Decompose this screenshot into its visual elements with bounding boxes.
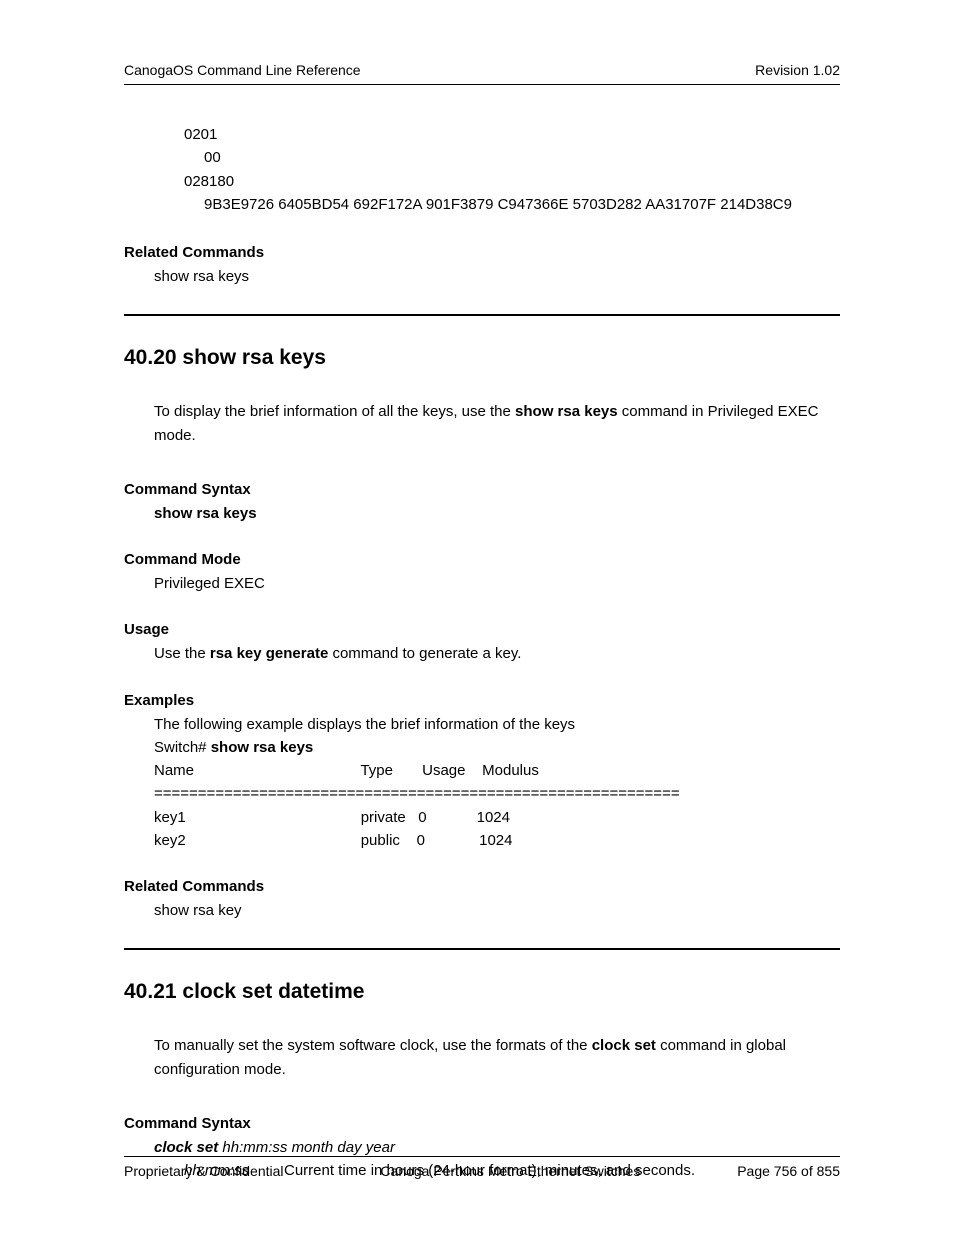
command-syntax-body: show rsa keys: [154, 502, 840, 525]
intro-text: To manually set the system software cloc…: [154, 1037, 592, 1054]
code-line: 0201: [184, 123, 840, 146]
intro-bold: show rsa keys: [515, 403, 618, 420]
page-footer: Proprietary & Confidential Canoga Pertki…: [124, 1163, 840, 1179]
table-row: key2 public 0 1024: [154, 829, 840, 852]
command-mode-body: Privileged EXEC: [154, 572, 840, 595]
usage-text: Use the: [154, 645, 210, 662]
footer-rule: [124, 1156, 840, 1157]
command-syntax-label: Command Syntax: [124, 1115, 840, 1132]
section-heading: 40.20 show rsa keys: [124, 346, 840, 370]
section-intro: To display the brief information of all …: [154, 400, 840, 447]
command-mode-label: Command Mode: [124, 551, 840, 568]
intro-text: To display the brief information of all …: [154, 403, 515, 420]
intro-bold: clock set: [592, 1037, 656, 1054]
code-line: 9B3E9726 6405BD54 692F172A 901F3879 C947…: [204, 193, 840, 216]
table-row: key1 private 0 1024: [154, 806, 840, 829]
related-commands-label: Related Commands: [124, 878, 840, 895]
related-commands-label: Related Commands: [124, 244, 840, 261]
related-commands-body: show rsa keys: [154, 265, 840, 288]
usage-body: Use the rsa key generate command to gene…: [154, 642, 840, 665]
switch-cmd: show rsa keys: [211, 739, 314, 756]
header-right: Revision 1.02: [755, 62, 840, 78]
footer-center: Canoga Pertkins Metro Ethernet Switches: [380, 1163, 640, 1179]
switch-line: Switch# show rsa keys: [154, 736, 840, 759]
header-left: CanogaOS Command Line Reference: [124, 62, 361, 78]
examples-intro: The following example displays the brief…: [154, 713, 840, 736]
page-header: CanogaOS Command Line Reference Revision…: [124, 62, 840, 85]
switch-prompt: Switch#: [154, 739, 211, 756]
code-block: 0201 00 028180 9B3E9726 6405BD54 692F172…: [184, 123, 840, 216]
code-line: 028180: [184, 170, 840, 193]
section-divider: [124, 948, 840, 950]
syntax-bold: clock set: [154, 1139, 218, 1156]
section-heading: 40.21 clock set datetime: [124, 980, 840, 1004]
section-divider: [124, 314, 840, 316]
syntax-ital: hh:mm:ss month day year: [218, 1139, 395, 1156]
command-syntax-label: Command Syntax: [124, 481, 840, 498]
footer-left: Proprietary & Confidential: [124, 1163, 284, 1179]
code-line: 00: [204, 146, 840, 169]
usage-label: Usage: [124, 621, 840, 638]
footer-right: Page 756 of 855: [737, 1163, 840, 1179]
related-commands-body: show rsa key: [154, 899, 840, 922]
table-separator: ========================================…: [154, 782, 840, 805]
usage-text: command to generate a key.: [328, 645, 521, 662]
table-header: Name Type Usage Modulus: [154, 759, 840, 782]
section-intro: To manually set the system software cloc…: [154, 1034, 840, 1081]
examples-body: The following example displays the brief…: [154, 713, 840, 853]
examples-label: Examples: [124, 692, 840, 709]
usage-bold: rsa key generate: [210, 645, 328, 662]
